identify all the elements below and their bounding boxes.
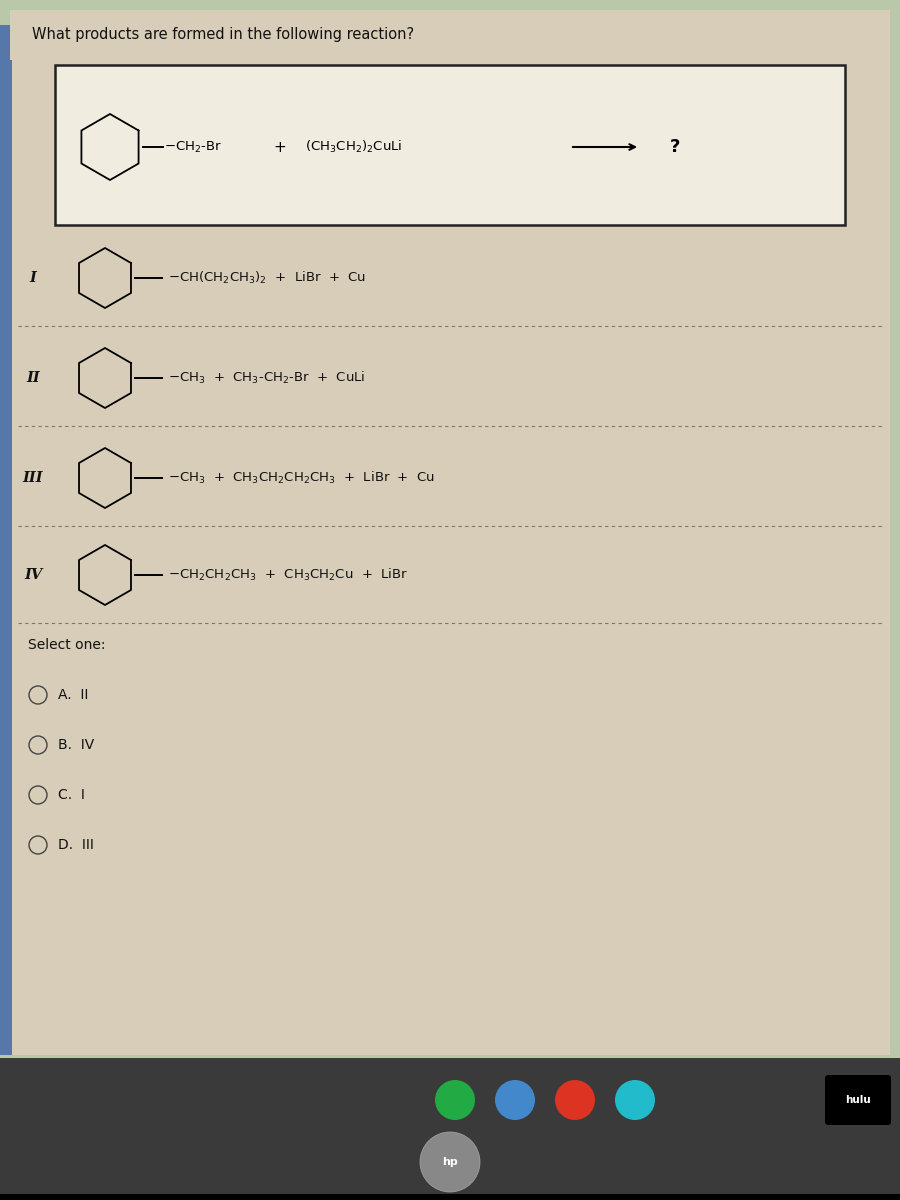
Circle shape <box>615 1080 655 1120</box>
Circle shape <box>555 1080 595 1120</box>
Text: III: III <box>22 470 43 485</box>
Text: D.  III: D. III <box>58 838 94 852</box>
Text: +: + <box>274 139 286 155</box>
Text: $\mathsf{-CH_2CH_2CH_3}$  +  $\mathsf{CH_3CH_2Cu}$  +  LiBr: $\mathsf{-CH_2CH_2CH_3}$ + $\mathsf{CH_3… <box>168 566 409 583</box>
Text: $\mathsf{-CH(CH_2CH_3)_2}$  +  LiBr  +  Cu: $\mathsf{-CH(CH_2CH_3)_2}$ + LiBr + Cu <box>168 270 366 286</box>
Circle shape <box>495 1080 535 1120</box>
Text: $\mathsf{-CH_2\text{-}Br}$: $\mathsf{-CH_2\text{-}Br}$ <box>164 139 222 155</box>
FancyBboxPatch shape <box>10 25 890 1055</box>
Text: Select one:: Select one: <box>28 638 105 652</box>
FancyBboxPatch shape <box>825 1075 891 1126</box>
Text: What products are formed in the following reaction?: What products are formed in the followin… <box>32 28 414 42</box>
Text: II: II <box>26 371 40 385</box>
Text: I: I <box>30 271 36 284</box>
Text: $\mathsf{-CH_3}$  +  $\mathsf{CH_3CH_2CH_2CH_3}$  +  LiBr  +  Cu: $\mathsf{-CH_3}$ + $\mathsf{CH_3CH_2CH_2… <box>168 470 435 486</box>
FancyBboxPatch shape <box>0 25 12 1055</box>
FancyBboxPatch shape <box>0 1194 900 1200</box>
Text: $\mathsf{(CH_3CH_2)_2CuLi}$: $\mathsf{(CH_3CH_2)_2CuLi}$ <box>305 139 402 155</box>
FancyBboxPatch shape <box>55 65 845 226</box>
Text: hp: hp <box>442 1157 458 1166</box>
FancyBboxPatch shape <box>10 10 890 60</box>
Text: IV: IV <box>24 568 42 582</box>
Text: B.  IV: B. IV <box>58 738 94 752</box>
Circle shape <box>420 1132 480 1192</box>
FancyBboxPatch shape <box>0 1058 900 1200</box>
Circle shape <box>435 1080 475 1120</box>
Text: C.  I: C. I <box>58 788 85 802</box>
Text: ?: ? <box>670 138 680 156</box>
Text: A.  II: A. II <box>58 688 88 702</box>
Text: $\mathsf{-CH_3}$  +  $\mathsf{CH_3\text{-}CH_2\text{-}Br}$  +  CuLi: $\mathsf{-CH_3}$ + $\mathsf{CH_3\text{-}… <box>168 370 365 386</box>
Text: hulu: hulu <box>845 1094 871 1105</box>
